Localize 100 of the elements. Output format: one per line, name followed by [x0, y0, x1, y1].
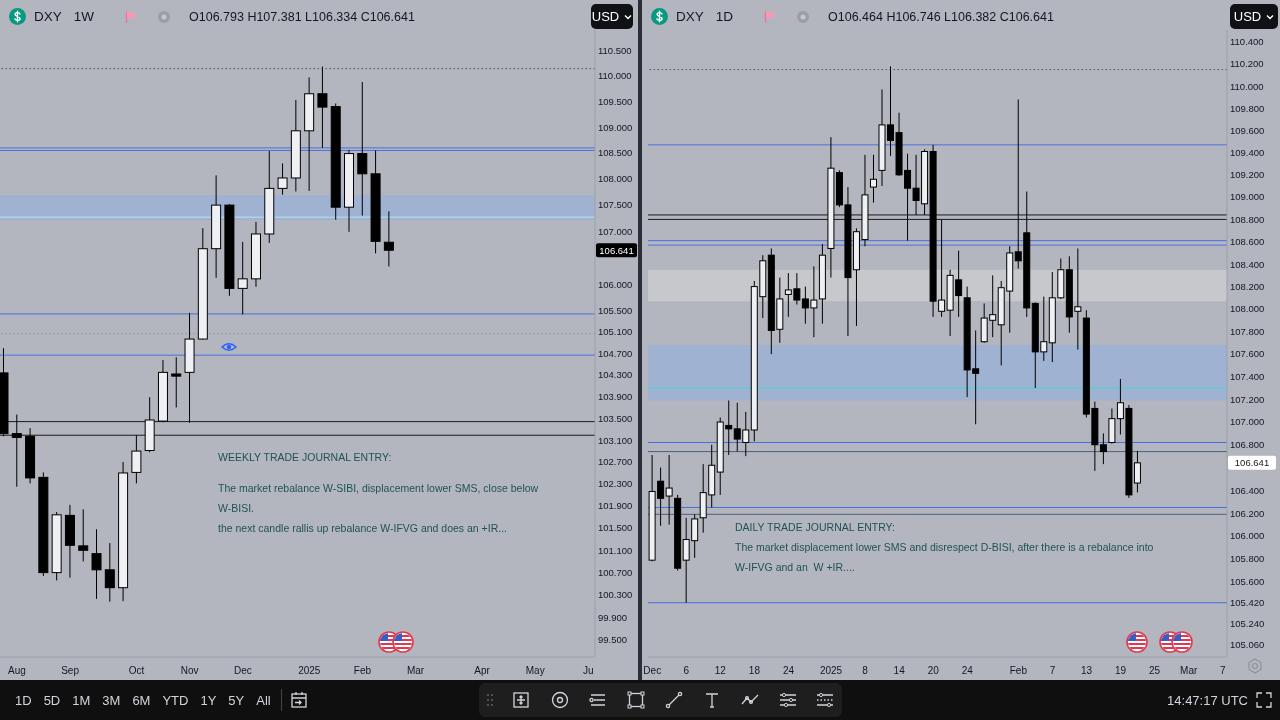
y-tick-label: 105.240	[1230, 617, 1265, 629]
x-tick-label: 2025	[819, 665, 843, 676]
x-tick-label: 2025	[298, 665, 321, 676]
x-tick-label: 7	[1219, 665, 1226, 676]
y-tick-label: 106.000	[598, 278, 633, 290]
annotation: W-IFVG and an W +IR....	[735, 561, 855, 574]
x-tick-label: Apr	[474, 665, 491, 676]
candlestick	[383, 210, 394, 267]
y-tick-label: 106.400	[1230, 484, 1265, 496]
text: 6M	[132, 692, 151, 708]
y-tick-label: 103.900	[598, 391, 633, 403]
y-tick-label: 105.420	[1230, 597, 1265, 609]
y-tick-label: 110.200	[1230, 58, 1264, 70]
y-tick-label: 108.800	[1230, 213, 1265, 225]
y-tick-label: 105.500	[598, 305, 633, 317]
annotation: DAILY TRADE JOURNAL ENTRY:	[735, 521, 895, 534]
x-tick-label: 18	[748, 665, 761, 676]
candlestick	[317, 66, 328, 149]
y-tick-label: 106.800	[1230, 439, 1265, 451]
text: 3M	[102, 692, 121, 708]
y-tick-label: 107.800	[1230, 325, 1265, 337]
y-tick-label: 101.500	[598, 522, 633, 534]
annotation: The market rebalance W-SIBI, displacement lower SMS, close below	[218, 482, 539, 495]
text: 1D	[15, 692, 32, 708]
candlestick	[78, 508, 89, 562]
y-tick-label: 109.000	[1230, 191, 1265, 203]
y-tick-label: 101.900	[598, 500, 633, 512]
x-tick-label: Nov	[180, 665, 199, 676]
x-tick-label: Dec	[233, 665, 252, 676]
text: 106.641	[599, 244, 634, 256]
y-tick-label: 108.500	[598, 147, 633, 159]
x-tick-label: Oct	[128, 665, 145, 676]
y-tick-label: 110.500	[598, 44, 632, 56]
x-tick-label: 24	[782, 665, 795, 676]
y-tick-label: 108.600	[1230, 236, 1265, 248]
y-tick-label: 109.400	[1230, 146, 1265, 158]
x-tick-label: Sep	[61, 665, 80, 676]
y-tick-label: 106.200	[1230, 507, 1265, 519]
y-tick-label: 109.200	[1230, 169, 1265, 181]
candlestick	[131, 434, 142, 484]
candlestick	[869, 154, 877, 204]
x-tick-label: 8	[862, 665, 869, 676]
annotation: the next candle rallis up rebalance W-IFVG and does an +IR...	[218, 522, 508, 535]
x-tick-label: 24	[961, 665, 974, 676]
x-tick-label: Ju	[583, 665, 594, 676]
y-tick-label: 104.300	[598, 369, 633, 381]
text: 1M	[72, 692, 91, 708]
text: All	[256, 692, 271, 708]
candlestick	[171, 356, 182, 409]
x-tick-label: May	[525, 665, 545, 676]
candlestick	[91, 528, 102, 600]
text: 14:47:17 UTC	[1167, 691, 1248, 710]
y-tick-label: 102.300	[598, 478, 633, 490]
candlestick	[357, 81, 368, 217]
x-tick-label: 7	[1049, 665, 1056, 676]
y-tick-label: 110.000	[598, 70, 632, 82]
chart-subtitle: 1D	[715, 9, 734, 24]
y-tick-label: 106.000	[1230, 530, 1265, 542]
annotation: WEEKLY TRADE JOURNAL ENTRY:	[218, 451, 392, 464]
y-tick-label: 110.400	[1230, 36, 1264, 48]
x-tick-label: Feb	[353, 665, 372, 676]
y-tick-label: 107.400	[1230, 371, 1265, 383]
y-tick-label: 109.000	[598, 121, 633, 133]
y-tick-label: 108.400	[1230, 258, 1265, 270]
text: 106.641	[1234, 457, 1270, 469]
y-tick-label: 99.500	[598, 634, 628, 646]
y-tick-label: 103.100	[598, 434, 633, 446]
x-tick-label: 20	[927, 665, 940, 676]
candlestick	[104, 542, 115, 603]
candlestick	[237, 241, 248, 315]
x-tick-label: Feb	[1009, 665, 1028, 676]
y-tick-label: 109.600	[1230, 124, 1265, 136]
y-tick-label: 110.000	[1230, 80, 1264, 92]
y-tick-label: 105.100	[598, 326, 633, 338]
annotation: The market displacement lower SMS and disrespect D-BISI, after there is a rebalance into	[735, 541, 1154, 554]
y-tick-label: 105.060	[1230, 638, 1265, 650]
y-tick-label: 101.100	[598, 544, 633, 556]
y-axis-title: USD	[1233, 9, 1262, 24]
y-tick-label: 100.300	[598, 589, 633, 601]
x-tick-label: 6	[683, 665, 690, 676]
text: 5D	[43, 692, 61, 708]
y-tick-label: 104.700	[598, 347, 633, 359]
chart-title: DXY	[34, 9, 62, 24]
x-tick-label: Mar	[1180, 665, 1198, 676]
x-tick-label: Dec	[643, 665, 662, 676]
x-tick-label: 14	[893, 665, 906, 676]
y-tick-label: 107.000	[1230, 416, 1265, 428]
y-tick-label: 99.900	[598, 611, 628, 623]
y-tick-label: 108.000	[598, 173, 633, 185]
text: O106.793 H107.381 L106.334 C106.641	[189, 9, 415, 24]
y-tick-label: 109.500	[598, 95, 633, 107]
candlestick	[11, 414, 22, 488]
chart-title: DXY	[676, 9, 704, 24]
y-tick-label: 107.500	[598, 199, 633, 211]
y-axis-title: USD	[591, 9, 620, 24]
text: 5Y	[228, 692, 245, 708]
text: YTD	[162, 692, 189, 708]
y-tick-label: 100.700	[598, 566, 633, 578]
y-tick-label: 108.000	[1230, 303, 1265, 315]
y-tick-label: 102.700	[598, 456, 633, 468]
